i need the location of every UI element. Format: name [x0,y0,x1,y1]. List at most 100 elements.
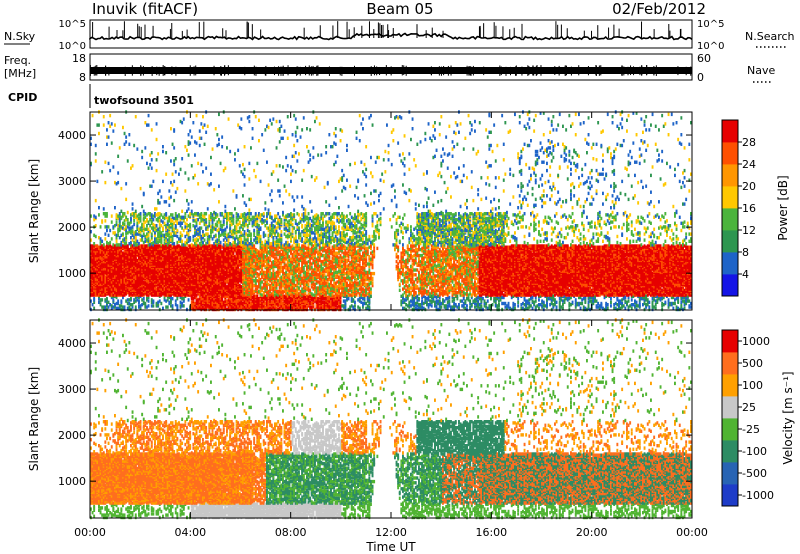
power-cell [98,213,100,217]
power-cell [128,133,131,137]
power-cell [125,281,128,285]
power-cell [104,214,107,218]
power-cell [142,244,145,248]
power-cell [155,158,158,162]
power-cell [123,268,126,272]
power-cell [146,224,148,228]
power-cell [99,256,102,260]
power-cell [136,279,139,283]
power-cell [106,225,108,229]
power-cell [154,251,156,255]
power-cell [133,275,136,279]
power-cell [99,242,102,246]
power-cell [104,305,107,309]
power-cell [171,213,174,217]
power-cell [104,212,107,216]
power-cell [152,179,155,184]
power-cell [171,183,174,187]
power-cell [150,226,153,230]
power-cell [213,188,216,192]
power-cell [126,210,129,215]
power-cell [94,289,97,294]
power-cell [131,293,134,297]
power-cell [130,251,132,255]
power-cell [130,297,132,301]
power-cell [107,244,110,248]
power-cell [173,242,176,246]
power-cell [195,113,198,118]
power-cell [123,212,126,216]
power-cell [155,213,158,217]
power-cell [152,243,155,247]
power-cell [157,227,160,231]
power-cell [106,228,108,233]
power-cell [176,304,179,308]
power-cell [136,147,139,151]
power-cell [98,245,100,249]
power-cell [200,226,203,230]
power-cell [122,125,124,130]
power-cell [117,299,120,303]
power-cell [147,227,150,231]
power-cell [138,273,140,277]
power-cell [110,275,113,279]
power-cell [93,297,96,301]
power-cell [115,233,118,237]
power-cell [190,164,193,168]
power-cell [154,231,156,235]
nave-label: Nave [747,64,775,77]
power-cell [136,263,139,267]
power-cell [155,122,158,126]
power-cell [99,298,102,302]
power-cell [160,195,163,199]
power-cell [118,227,121,231]
cpid-label: CPID [8,91,37,104]
power-cell [210,155,212,160]
power-cell [90,255,92,259]
power-cell [189,141,192,145]
power-cell [141,234,144,239]
power-cell [141,228,144,233]
power-cell [150,232,153,236]
power-cell [110,220,113,224]
power-cell [110,245,113,249]
power-cell [98,276,100,281]
power-cell [150,128,153,132]
power-cell [120,215,123,219]
power-cell [187,202,190,206]
power-cell [154,214,156,218]
power-cell [144,234,147,239]
power-cell [102,207,105,211]
power-cell [138,232,140,236]
power-cell [147,265,150,270]
power-cell [104,279,107,283]
power-cell [144,265,147,270]
power-cell [152,304,155,308]
power-cell [144,212,147,216]
power-cell [102,212,105,216]
power-cell [122,244,124,248]
power-cell [181,239,184,243]
power-cell [184,171,187,175]
power-cell [126,159,129,163]
power-cell [109,113,112,118]
power-cell [218,137,220,142]
power-cell [96,244,99,248]
power-cell [112,305,115,309]
power-cell [138,242,140,246]
power-cell [173,128,176,132]
power-cell [99,245,102,249]
power-cell [200,122,203,126]
power-cell [131,230,134,234]
power-cell [128,247,131,252]
power-cell [155,228,158,233]
power-cell [146,238,148,242]
power-cell [150,158,153,162]
power-cell [205,130,208,134]
power-cell [138,251,140,255]
power-cell [210,182,212,186]
power-cell [114,255,116,259]
power-cell [134,236,137,240]
power-cell [130,281,132,285]
power-cell [229,149,232,154]
